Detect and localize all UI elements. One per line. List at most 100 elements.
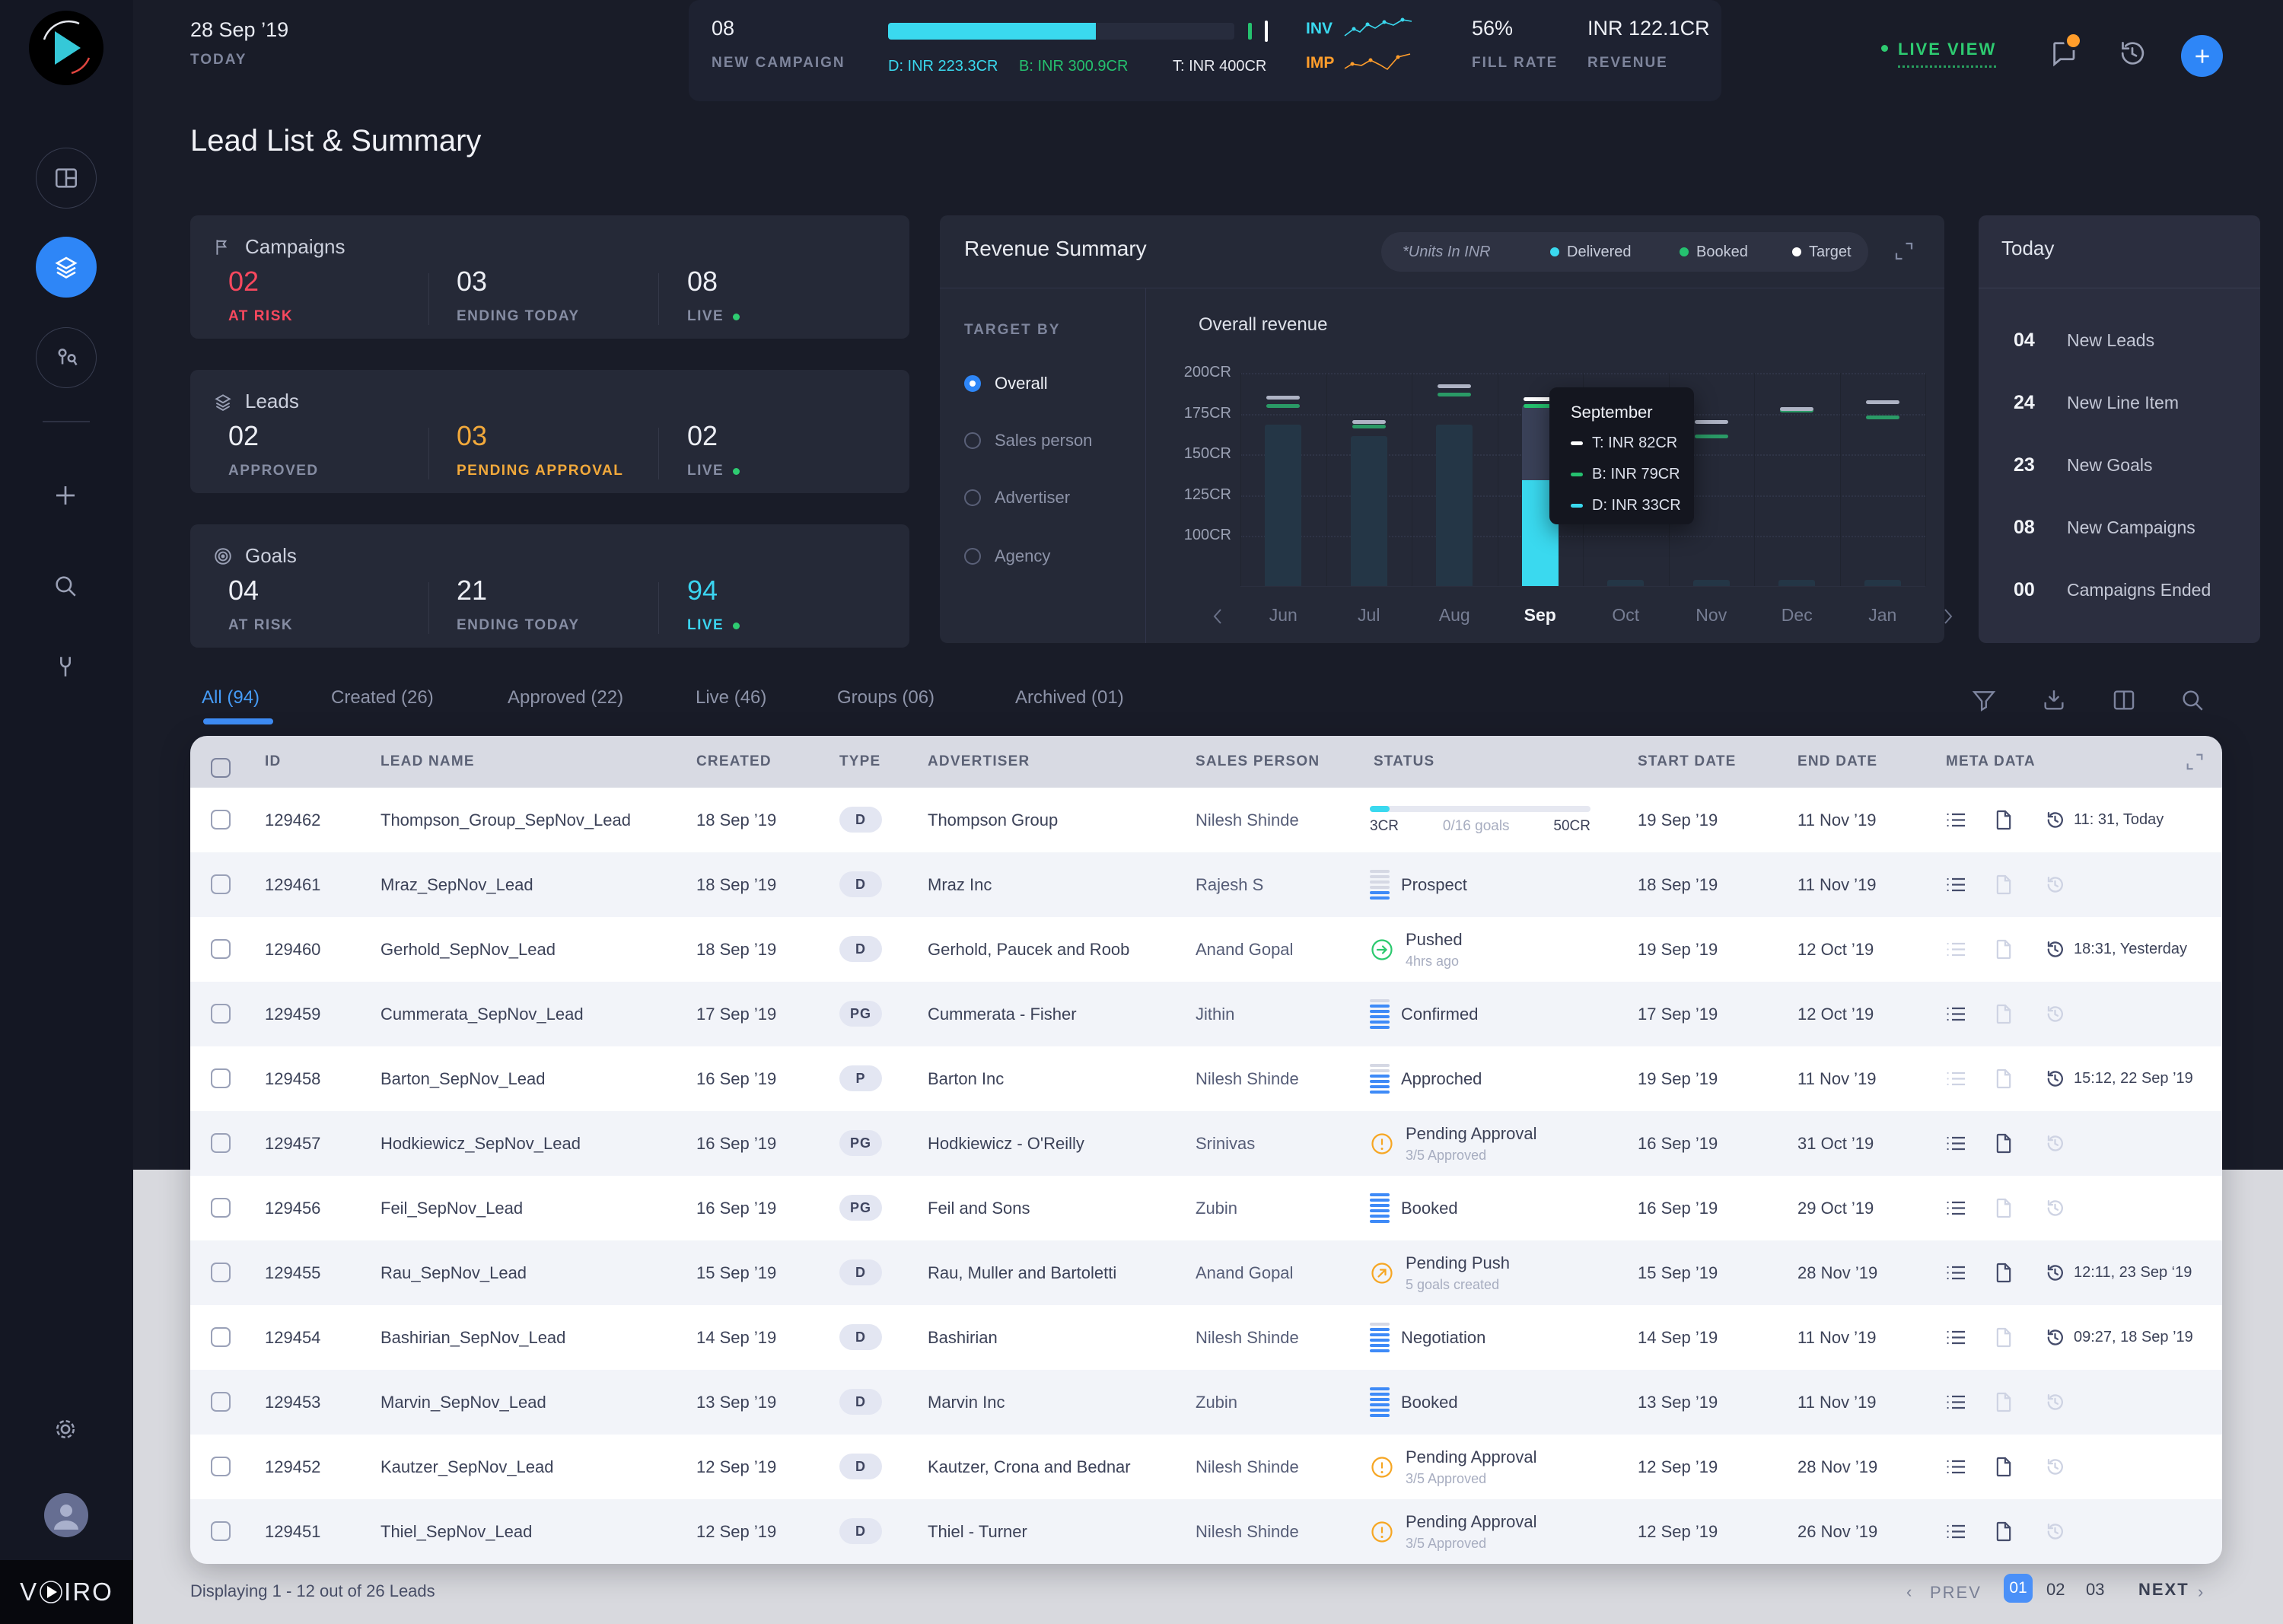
table-row[interactable]: 129457 Hodkiewicz_SepNov_Lead 16 Sep ’19… xyxy=(190,1111,2222,1176)
sidebar-settings-button[interactable] xyxy=(40,1404,91,1454)
meta-history-icon[interactable] xyxy=(2045,1392,2065,1412)
meta-file-icon[interactable] xyxy=(1995,1263,2013,1283)
meta-file-icon[interactable] xyxy=(1995,1521,2013,1542)
legend-booked[interactable]: Booked xyxy=(1680,232,1748,272)
table-row[interactable]: 129458 Barton_SepNov_Lead 16 Sep ’19 P B… xyxy=(190,1046,2222,1111)
meta-list-icon[interactable] xyxy=(1946,810,1966,830)
sidebar-item-pins[interactable] xyxy=(36,327,97,388)
meta-history-icon[interactable] xyxy=(2045,1457,2065,1477)
live-view-link[interactable]: LIVE VIEW xyxy=(1881,40,1997,68)
row-checkbox[interactable] xyxy=(211,810,231,830)
download-icon[interactable] xyxy=(2039,686,2068,715)
row-checkbox[interactable] xyxy=(211,1198,231,1218)
meta-history-icon[interactable] xyxy=(2045,1004,2065,1024)
expand-icon[interactable] xyxy=(1893,240,1915,263)
meta-file-icon[interactable] xyxy=(1995,1133,2013,1154)
page-2-button[interactable]: 02 xyxy=(2046,1580,2065,1599)
meta-file-icon[interactable] xyxy=(1995,1004,2013,1024)
filter-icon[interactable] xyxy=(1969,686,1998,715)
meta-list-icon[interactable] xyxy=(1946,1327,1966,1348)
prev-page-button[interactable]: PREV xyxy=(1930,1583,1982,1602)
meta-list-icon[interactable] xyxy=(1946,939,1966,960)
row-checkbox[interactable] xyxy=(211,939,231,959)
meta-history-icon[interactable] xyxy=(2045,1327,2065,1348)
tab-approved[interactable]: Approved (22) xyxy=(508,687,624,708)
row-checkbox[interactable] xyxy=(211,1521,231,1541)
row-checkbox[interactable] xyxy=(211,1392,231,1412)
meta-list-icon[interactable] xyxy=(1946,1457,1966,1477)
next-page-button[interactable]: NEXT xyxy=(2138,1580,2189,1599)
meta-history-icon[interactable] xyxy=(2045,1068,2065,1089)
row-checkbox[interactable] xyxy=(211,1457,231,1476)
row-checkbox[interactable] xyxy=(211,874,231,894)
tab-groups[interactable]: Groups (06) xyxy=(837,687,935,708)
campaigns-card[interactable]: Campaigns 02 AT RISK 03 ENDING TODAY 08 … xyxy=(190,215,909,339)
meta-file-icon[interactable] xyxy=(1995,1068,2013,1089)
meta-list-icon[interactable] xyxy=(1946,1068,1966,1089)
leads-card[interactable]: Leads 02 APPROVED 03 PENDING APPROVAL 02… xyxy=(190,370,909,493)
columns-icon[interactable] xyxy=(2109,686,2138,715)
row-checkbox[interactable] xyxy=(211,1327,231,1347)
meta-list-icon[interactable] xyxy=(1946,1004,1966,1024)
add-new-button[interactable] xyxy=(2181,35,2223,77)
table-row[interactable]: 129451 Thiel_SepNov_Lead 12 Sep ’19 D Th… xyxy=(190,1499,2222,1564)
meta-file-icon[interactable] xyxy=(1995,810,2013,830)
table-search-icon[interactable] xyxy=(2178,686,2207,715)
legend-target[interactable]: Target xyxy=(1792,232,1852,272)
user-avatar[interactable] xyxy=(44,1493,88,1537)
legend-delivered[interactable]: Delivered xyxy=(1550,232,1631,272)
radio-advertiser[interactable]: Advertiser xyxy=(964,488,1070,508)
meta-list-icon[interactable] xyxy=(1946,1521,1966,1542)
pacing-bar[interactable] xyxy=(888,23,1234,40)
meta-history-icon[interactable] xyxy=(2045,939,2065,960)
tab-all[interactable]: All (94) xyxy=(202,687,260,708)
meta-history-icon[interactable] xyxy=(2045,874,2065,895)
next-page-chevron[interactable]: › xyxy=(2198,1582,2205,1601)
meta-file-icon[interactable] xyxy=(1995,874,2013,895)
meta-history-icon[interactable] xyxy=(2045,1263,2065,1283)
bar-oct[interactable] xyxy=(1607,579,1645,586)
table-row[interactable]: 129454 Bashirian_SepNov_Lead 14 Sep ’19 … xyxy=(190,1305,2222,1370)
bar-jun[interactable] xyxy=(1265,425,1302,586)
table-row[interactable]: 129453 Marvin_SepNov_Lead 13 Sep ’19 D M… xyxy=(190,1370,2222,1435)
row-checkbox[interactable] xyxy=(211,1263,231,1282)
radio-sales-person[interactable]: Sales person xyxy=(964,431,1092,451)
radio-overall[interactable]: Overall xyxy=(964,374,1048,393)
sidebar-search-button[interactable] xyxy=(40,561,91,611)
meta-list-icon[interactable] xyxy=(1946,1392,1966,1412)
tab-created[interactable]: Created (26) xyxy=(331,687,434,708)
chart-prev-chevron[interactable] xyxy=(1210,607,1227,626)
sidebar-add-button[interactable] xyxy=(40,470,91,521)
meta-file-icon[interactable] xyxy=(1995,1392,2013,1412)
bar-nov[interactable] xyxy=(1692,579,1730,586)
page-3-button[interactable]: 03 xyxy=(2086,1580,2105,1599)
meta-file-icon[interactable] xyxy=(1995,1327,2013,1348)
bar-jan[interactable] xyxy=(1864,579,1901,586)
meta-file-icon[interactable] xyxy=(1995,1198,2013,1218)
table-row[interactable]: 129462 Thompson_Group_SepNov_Lead 18 Sep… xyxy=(190,788,2222,852)
sidebar-tools-button[interactable] xyxy=(40,642,91,692)
meta-list-icon[interactable] xyxy=(1946,874,1966,895)
page-1-button[interactable]: 01 xyxy=(2004,1574,2033,1603)
goals-card[interactable]: Goals 04 AT RISK 21 ENDING TODAY 94 LIVE xyxy=(190,524,909,648)
sidebar-item-dashboard[interactable] xyxy=(36,148,97,209)
meta-list-icon[interactable] xyxy=(1946,1198,1966,1218)
bar-aug[interactable] xyxy=(1436,425,1473,586)
meta-list-icon[interactable] xyxy=(1946,1263,1966,1283)
table-expand-icon[interactable] xyxy=(2184,751,2205,772)
select-all-checkbox[interactable] xyxy=(211,758,231,778)
meta-history-icon[interactable] xyxy=(2045,1198,2065,1218)
tab-archived[interactable]: Archived (01) xyxy=(1015,687,1124,708)
history-button[interactable] xyxy=(2117,38,2148,68)
voiro-logo-icon[interactable] xyxy=(29,11,103,85)
sidebar-item-leads[interactable] xyxy=(36,237,97,298)
bar-jul[interactable] xyxy=(1350,436,1387,586)
meta-file-icon[interactable] xyxy=(1995,1457,2013,1477)
table-row[interactable]: 129461 Mraz_SepNov_Lead 18 Sep ’19 D Mra… xyxy=(190,852,2222,917)
prev-page-chevron[interactable]: ‹ xyxy=(1906,1582,1914,1601)
row-checkbox[interactable] xyxy=(211,1004,231,1024)
table-row[interactable]: 129452 Kautzer_SepNov_Lead 12 Sep ’19 D … xyxy=(190,1435,2222,1499)
meta-history-icon[interactable] xyxy=(2045,810,2065,830)
table-row[interactable]: 129456 Feil_SepNov_Lead 16 Sep ’19 PG Fe… xyxy=(190,1176,2222,1240)
chart-next-chevron[interactable] xyxy=(1939,607,1956,626)
